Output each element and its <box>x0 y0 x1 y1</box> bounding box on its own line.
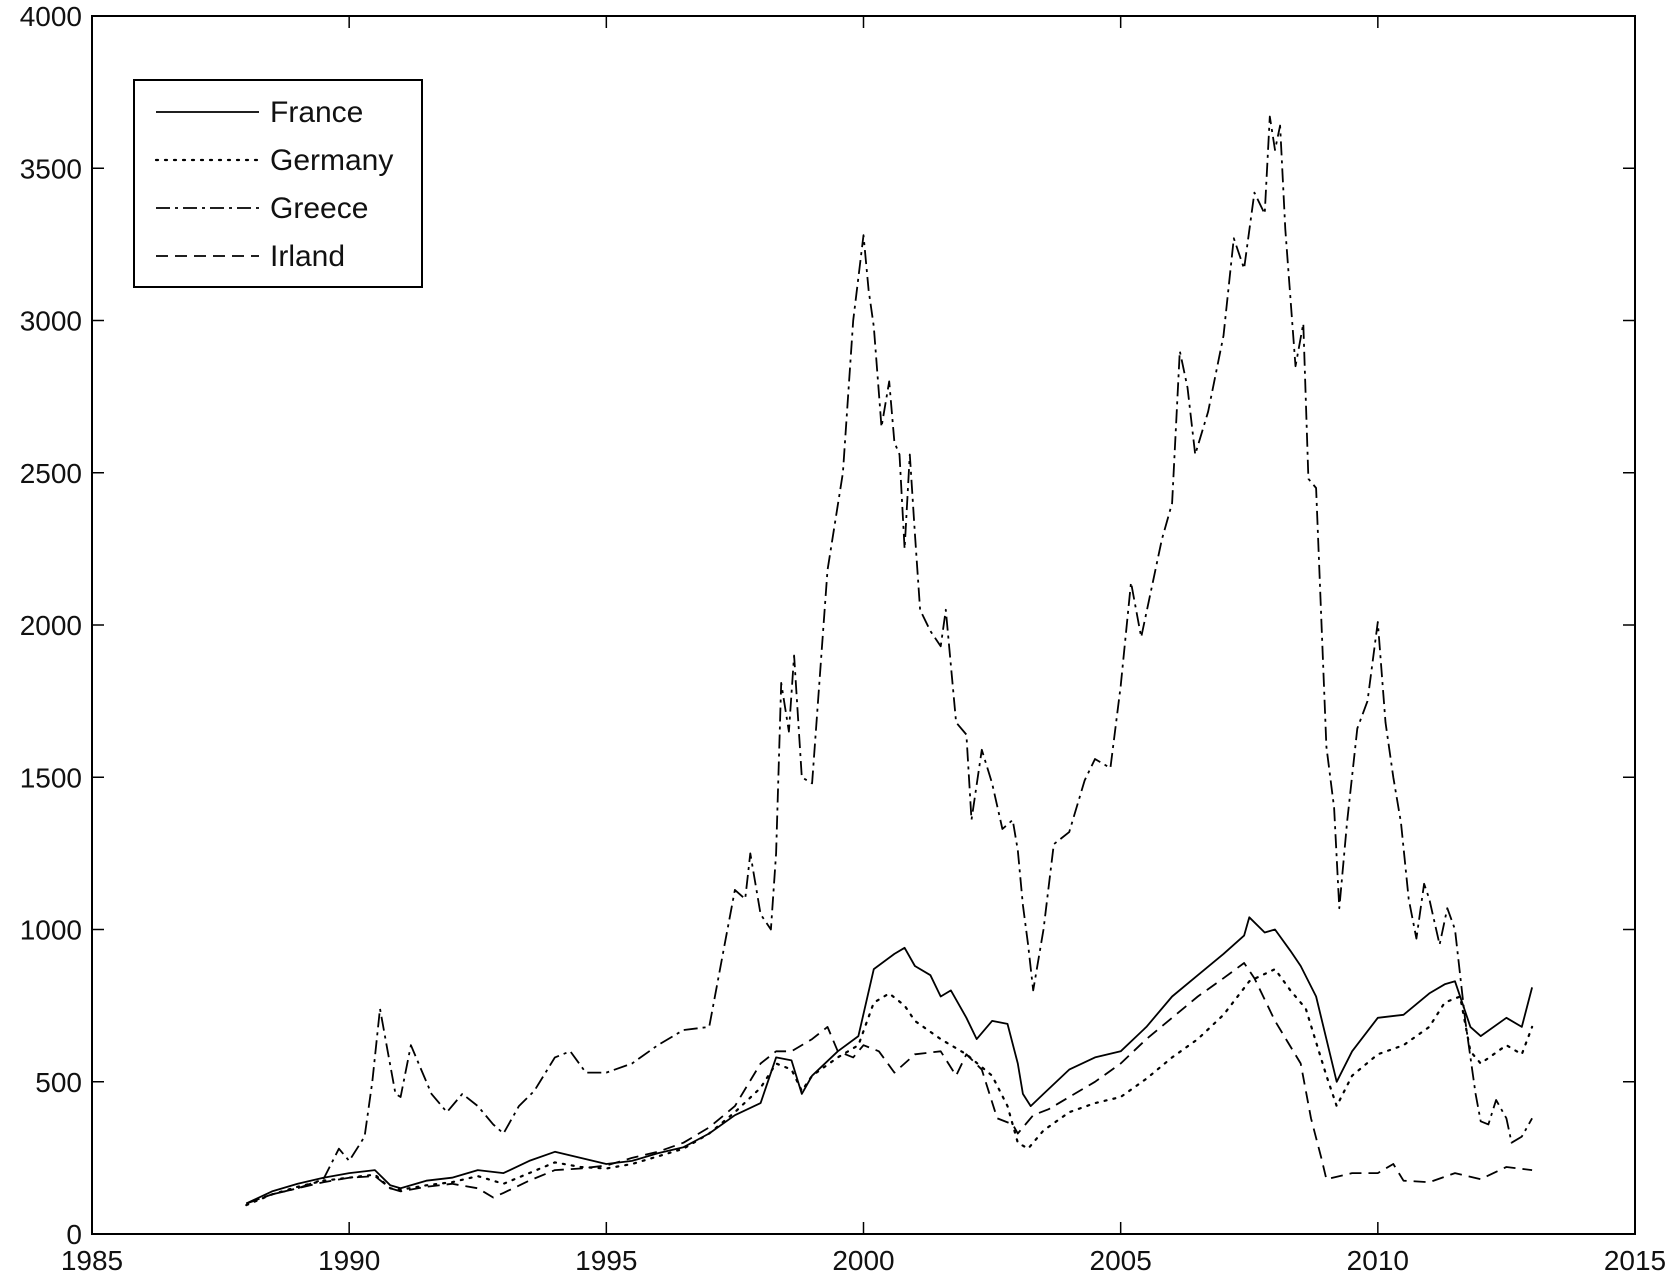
y-tick-label: 1500 <box>20 762 82 793</box>
legend-label-france: France <box>270 96 363 129</box>
x-tick-label: 2010 <box>1347 1245 1409 1276</box>
y-tick-label: 3500 <box>20 153 82 184</box>
x-tick-label: 2005 <box>1090 1245 1152 1276</box>
x-tick-label: 2015 <box>1604 1245 1666 1276</box>
series-line-france <box>245 916 1533 1205</box>
series-line-irland <box>245 962 1533 1205</box>
x-tick-label: 1995 <box>575 1245 637 1276</box>
y-tick-label: 2000 <box>20 610 82 641</box>
y-tick-label: 1000 <box>20 915 82 946</box>
legend-box <box>133 79 423 288</box>
legend-label-germany: Germany <box>270 144 393 177</box>
y-tick-label: 500 <box>35 1067 82 1098</box>
series-layer <box>245 115 1534 1207</box>
y-tick-label: 2500 <box>20 458 82 489</box>
legend-label-greece: Greece <box>270 192 368 225</box>
series-line-germany <box>245 968 1534 1207</box>
x-tick-label: 1985 <box>61 1245 123 1276</box>
legend-label-irland: Irland <box>270 240 345 273</box>
legend: France Germany Greece Irland <box>133 79 423 288</box>
y-tick-label: 3000 <box>20 306 82 337</box>
x-tick-label: 1990 <box>318 1245 380 1276</box>
x-tick-label: 2000 <box>832 1245 894 1276</box>
series-line-greece <box>245 115 1533 1205</box>
y-tick-label: 4000 <box>20 1 82 32</box>
y-tick-label: 0 <box>66 1219 82 1250</box>
axes: 1985 1990 1995 2000 2005 2010 2015 0 500 1000 1500… <box>20 1 1666 1276</box>
